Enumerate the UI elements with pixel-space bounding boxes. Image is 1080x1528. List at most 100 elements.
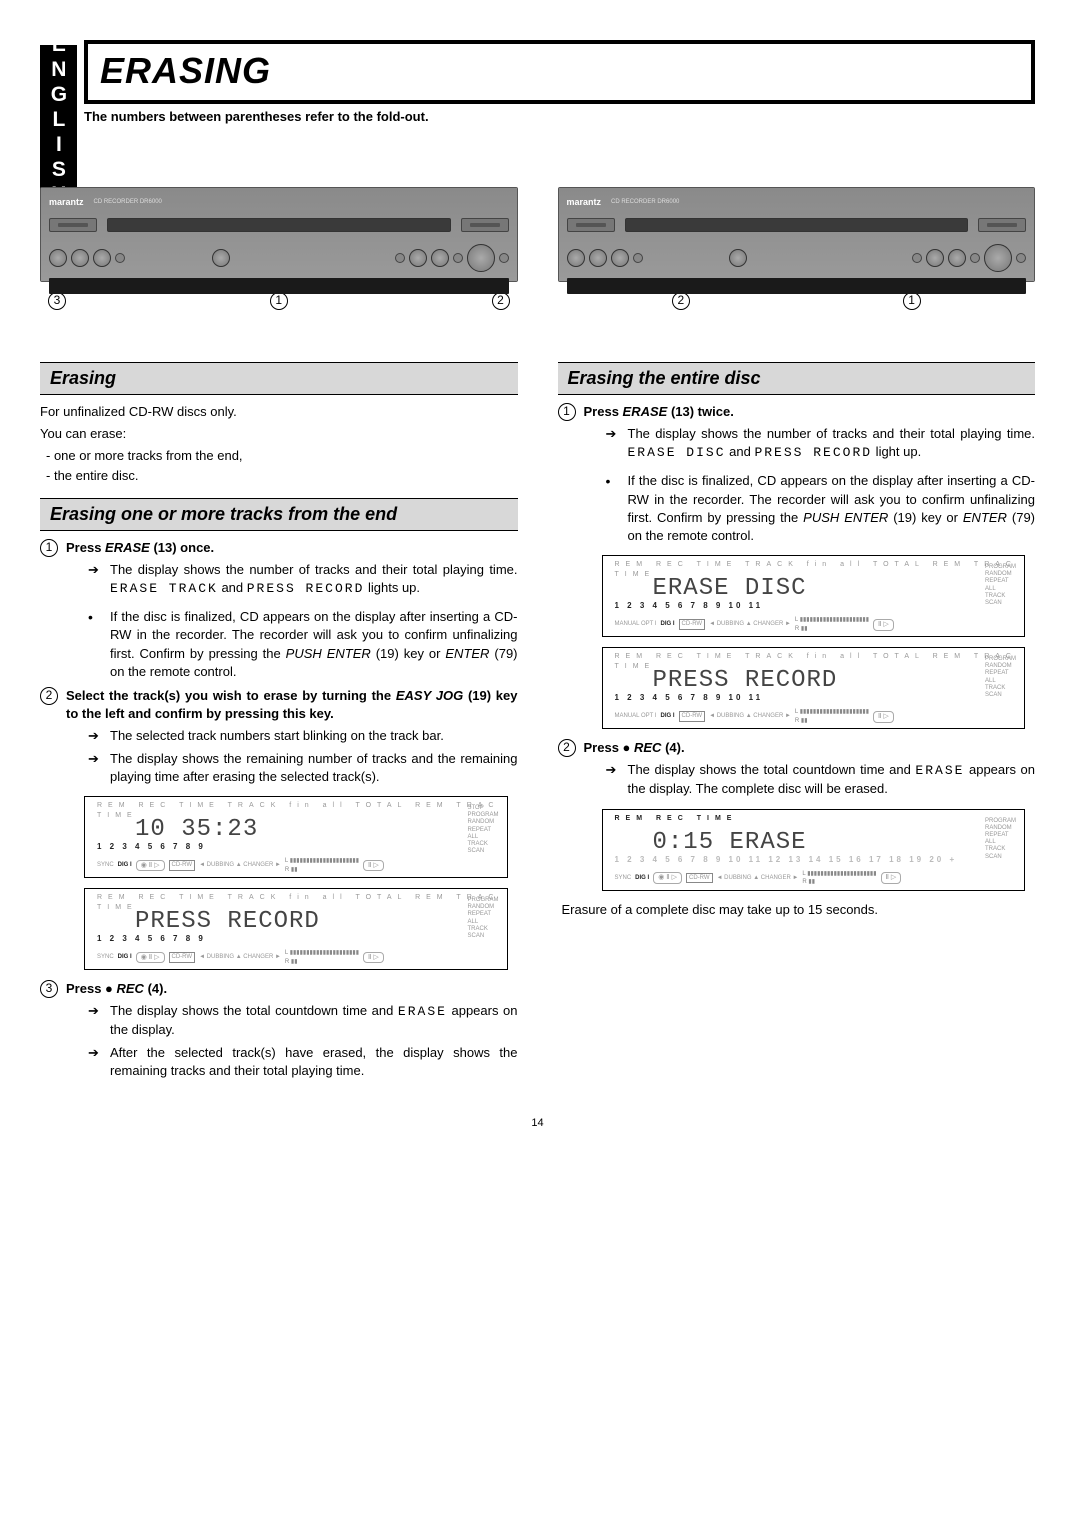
intro-text: For unfinalized CD-RW discs only.	[40, 403, 518, 421]
text: The display shows the total countdown ti…	[628, 762, 916, 777]
display-top-labels: REM REC TIME	[615, 814, 738, 824]
intro-text: You can erase:	[40, 425, 518, 443]
page-number: 14	[40, 1116, 1035, 1131]
display-track-numbers: 1 2 3 4 5 6 7 8 9 10 11	[615, 692, 764, 703]
device-brand: marantz	[567, 196, 602, 209]
list-item: the entire disc.	[46, 467, 518, 485]
result-text: After the selected track(s) have erased,…	[88, 1044, 518, 1080]
lcd-display-3: REM REC TIME TRACK fin all TOTAL REM TRA…	[602, 555, 1026, 637]
text: REC	[634, 740, 661, 755]
jog-knob-icon	[984, 244, 1012, 272]
knob-icon	[431, 249, 449, 267]
knob-icon	[926, 249, 944, 267]
section-erasing: Erasing	[40, 362, 518, 395]
jog-knob-icon	[467, 244, 495, 272]
knob-icon	[71, 249, 89, 267]
knob-icon	[409, 249, 427, 267]
pill-icon: ◉ Ⅱ ▷	[136, 952, 165, 964]
lcd-display-5: REM REC TIME 0:15 ERASE 1 2 3 4 5 6 7 8 …	[602, 809, 1026, 891]
pill-icon: ◉ Ⅱ ▷	[653, 872, 682, 884]
step-1: 1 Press ERASE (13) twice. The display sh…	[558, 403, 1036, 545]
text: DIG I	[118, 953, 132, 961]
step-title: Press ERASE (13) once.	[66, 540, 214, 555]
text: DIG I	[635, 874, 649, 882]
list-item: one or more tracks from the end,	[46, 447, 518, 465]
text: The display shows the number of tracks a…	[110, 562, 518, 577]
left-column: Erasing For unfinalized CD-RW discs only…	[40, 350, 518, 1086]
callout-1: 1	[903, 292, 921, 310]
cd-tray-icon	[49, 218, 97, 232]
knob-icon	[567, 249, 585, 267]
text: MANUAL OPT I	[615, 712, 657, 720]
segment-text: ERASE	[398, 1004, 447, 1019]
display-bottom-row: MANUAL OPT I DIG I CD-RW ◄ DUBBING ▲ CHA…	[615, 616, 1017, 633]
text: The display shows the total countdown ti…	[110, 1003, 398, 1018]
text: and	[218, 580, 247, 595]
cdrw-badge: CD-RW	[679, 619, 706, 629]
text: SYNC	[97, 953, 114, 961]
display-side-labels: PROGRAM RANDOM REPEAT ALL TRACK SCAN	[985, 818, 1016, 861]
title-box: ERASING	[84, 40, 1035, 104]
text: ◄ DUBBING ▲ CHANGER ►	[709, 712, 791, 720]
text: ENTER	[445, 646, 489, 661]
knob-icon	[611, 249, 629, 267]
display-window-icon	[625, 218, 969, 232]
pill-icon: ◉ Ⅱ ▷	[136, 860, 165, 872]
text: (13) once.	[150, 540, 214, 555]
language-tab: ENGLISH	[40, 45, 77, 195]
text: PUSH ENTER	[286, 646, 371, 661]
text: SYNC	[97, 861, 114, 869]
pill-icon: Ⅱ ▷	[881, 872, 902, 884]
text: Select the track(s) you wish to erase by…	[66, 688, 396, 703]
meter-icon: L ▮▮▮▮▮▮▮▮▮▮▮▮▮▮▮▮▮▮▮▮▮ R ▮▮	[795, 616, 869, 633]
meter-icon: L ▮▮▮▮▮▮▮▮▮▮▮▮▮▮▮▮▮▮▮▮▮ R ▮▮	[285, 857, 359, 874]
pill-icon: Ⅱ ▷	[363, 952, 384, 964]
step-title: Press ERASE (13) twice.	[584, 404, 734, 419]
knob-icon	[499, 253, 509, 263]
knob-icon	[1016, 253, 1026, 263]
step-number-1: 1	[558, 403, 576, 421]
step-title: Select the track(s) you wish to erase by…	[66, 687, 518, 723]
display-bottom-row: SYNC DIG I ◉ Ⅱ ▷ CD-RW ◄ DUBBING ▲ CHANG…	[97, 949, 499, 966]
text: (19) key or	[371, 646, 446, 661]
device-model: CD RECORDER DR6000	[611, 198, 679, 206]
cdrw-badge: CD-RW	[679, 711, 706, 721]
text: Press	[584, 404, 623, 419]
device-base	[567, 278, 1027, 294]
knob-icon	[453, 253, 463, 263]
text: (13) twice.	[667, 404, 733, 419]
meter-icon: L ▮▮▮▮▮▮▮▮▮▮▮▮▮▮▮▮▮▮▮▮▮ R ▮▮	[285, 949, 359, 966]
segment-text: ERASE DISC	[628, 445, 726, 460]
lcd-display-4: REM REC TIME TRACK fin all TOTAL REM TRA…	[602, 647, 1026, 729]
device-model: CD RECORDER DR6000	[94, 198, 162, 206]
device-illustration: marantz CD RECORDER DR6000	[558, 187, 1036, 282]
text: ◄ DUBBING ▲ CHANGER ►	[199, 953, 281, 961]
knob-icon	[49, 249, 67, 267]
knob-icon	[212, 249, 230, 267]
step-title: Press ● REC (4).	[584, 740, 685, 755]
result-text: The display shows the total countdown ti…	[88, 1002, 518, 1039]
text: (4).	[144, 981, 167, 996]
text: ◄ DUBBING ▲ CHANGER ►	[199, 861, 281, 869]
display-window-icon	[107, 218, 451, 232]
subtitle: The numbers between parentheses refer to…	[84, 108, 1035, 126]
device-row: marantz CD RECORDER DR6000	[40, 187, 1035, 310]
text: REM REC TIME	[615, 815, 738, 822]
segment-text: PRESS RECORD	[754, 445, 872, 460]
device-brand: marantz	[49, 196, 84, 209]
knob-icon	[395, 253, 405, 263]
knob-icon	[633, 253, 643, 263]
device-base	[49, 278, 509, 294]
step-number-1: 1	[40, 539, 58, 557]
result-text: The display shows the number of tracks a…	[88, 561, 518, 598]
note-text: If the disc is finalized, CD appears on …	[88, 608, 518, 681]
pill-icon: Ⅱ ▷	[873, 711, 894, 723]
segment-text: ERASE TRACK	[110, 581, 218, 596]
display-side-labels: PROGRAM RANDOM REPEAT ALL TRACK SCAN	[985, 656, 1016, 699]
section-erase-tracks: Erasing one or more tracks from the end	[40, 498, 518, 531]
cdrw-badge: CD-RW	[169, 860, 196, 870]
cdrw-badge: CD-RW	[686, 873, 713, 883]
text: MANUAL OPT I	[615, 620, 657, 628]
result-text: The display shows the total countdown ti…	[606, 761, 1036, 798]
text: ◄ DUBBING ▲ CHANGER ►	[709, 620, 791, 628]
